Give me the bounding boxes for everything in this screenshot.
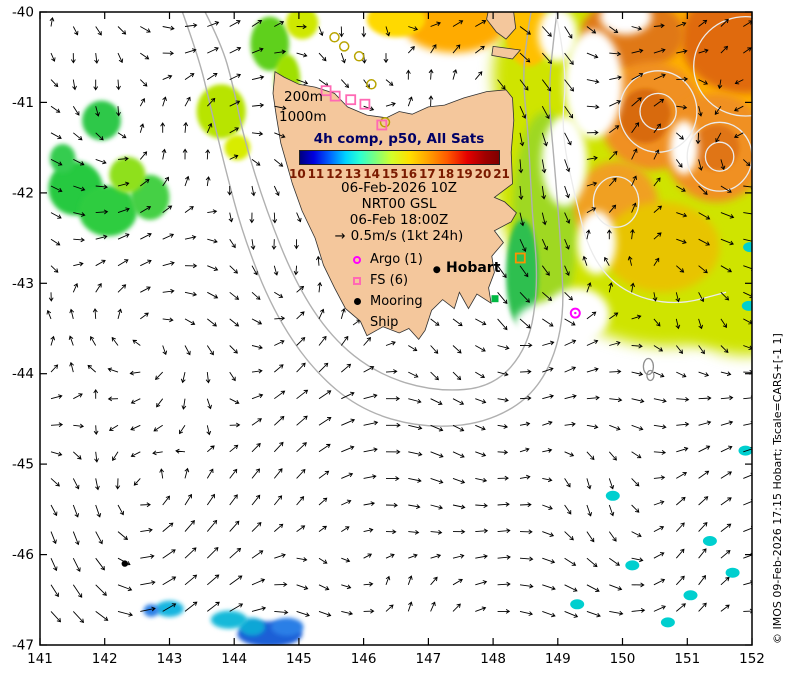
- x-tick-label: 151: [674, 651, 700, 667]
- fs-square-marker: [514, 252, 526, 264]
- x-tick-label: 144: [221, 651, 247, 667]
- fs-square-marker: [359, 98, 371, 110]
- drifter-ring-marker: [379, 117, 391, 128]
- bathymetry-contours: [181, 12, 564, 427]
- y-tick-label: -40: [12, 5, 34, 21]
- y-tick-label: -44: [12, 366, 34, 382]
- y-tick-label: -41: [12, 95, 34, 111]
- land-tasmania: [272, 12, 522, 341]
- pixel-marker: [491, 295, 499, 303]
- argo-marker: [569, 307, 581, 319]
- platform-markers: [121, 32, 581, 567]
- drifter-ring-marker: [353, 51, 365, 62]
- y-tick-label: -46: [12, 547, 34, 563]
- fs-square-marker: [345, 94, 357, 106]
- y-tick-label: -42: [12, 185, 34, 201]
- fs-square-marker: [320, 85, 332, 97]
- y-tick-label: -47: [12, 638, 34, 654]
- x-tick-label: 145: [286, 651, 312, 667]
- y-tick-label: -43: [12, 276, 34, 292]
- mooring-marker: [121, 560, 128, 567]
- x-tick-label: 147: [416, 651, 442, 667]
- current-vectors: [46, 16, 752, 624]
- drifter-ring-marker: [329, 32, 340, 43]
- drifter-ring-marker: [366, 79, 377, 90]
- drifter-ring-marker: [338, 41, 350, 52]
- axes-frame: 141 142 143 144 145 146 147 148 149 150 151 152 -40 -…: [12, 5, 765, 668]
- x-tick-label: 142: [92, 651, 118, 667]
- x-tick-label: 149: [545, 651, 571, 667]
- city-dot-marker: [433, 266, 441, 274]
- y-tick-label: -45: [12, 457, 34, 473]
- x-tick-label: 146: [351, 651, 377, 667]
- x-tick-label: 152: [739, 651, 765, 667]
- fs-square-marker: [329, 90, 341, 102]
- x-tick-label: 148: [480, 651, 506, 667]
- x-tick-label: 150: [610, 651, 636, 667]
- fs-square-marker: [376, 119, 388, 131]
- x-tick-label: 141: [27, 651, 53, 667]
- x-tick-label: 143: [157, 651, 183, 667]
